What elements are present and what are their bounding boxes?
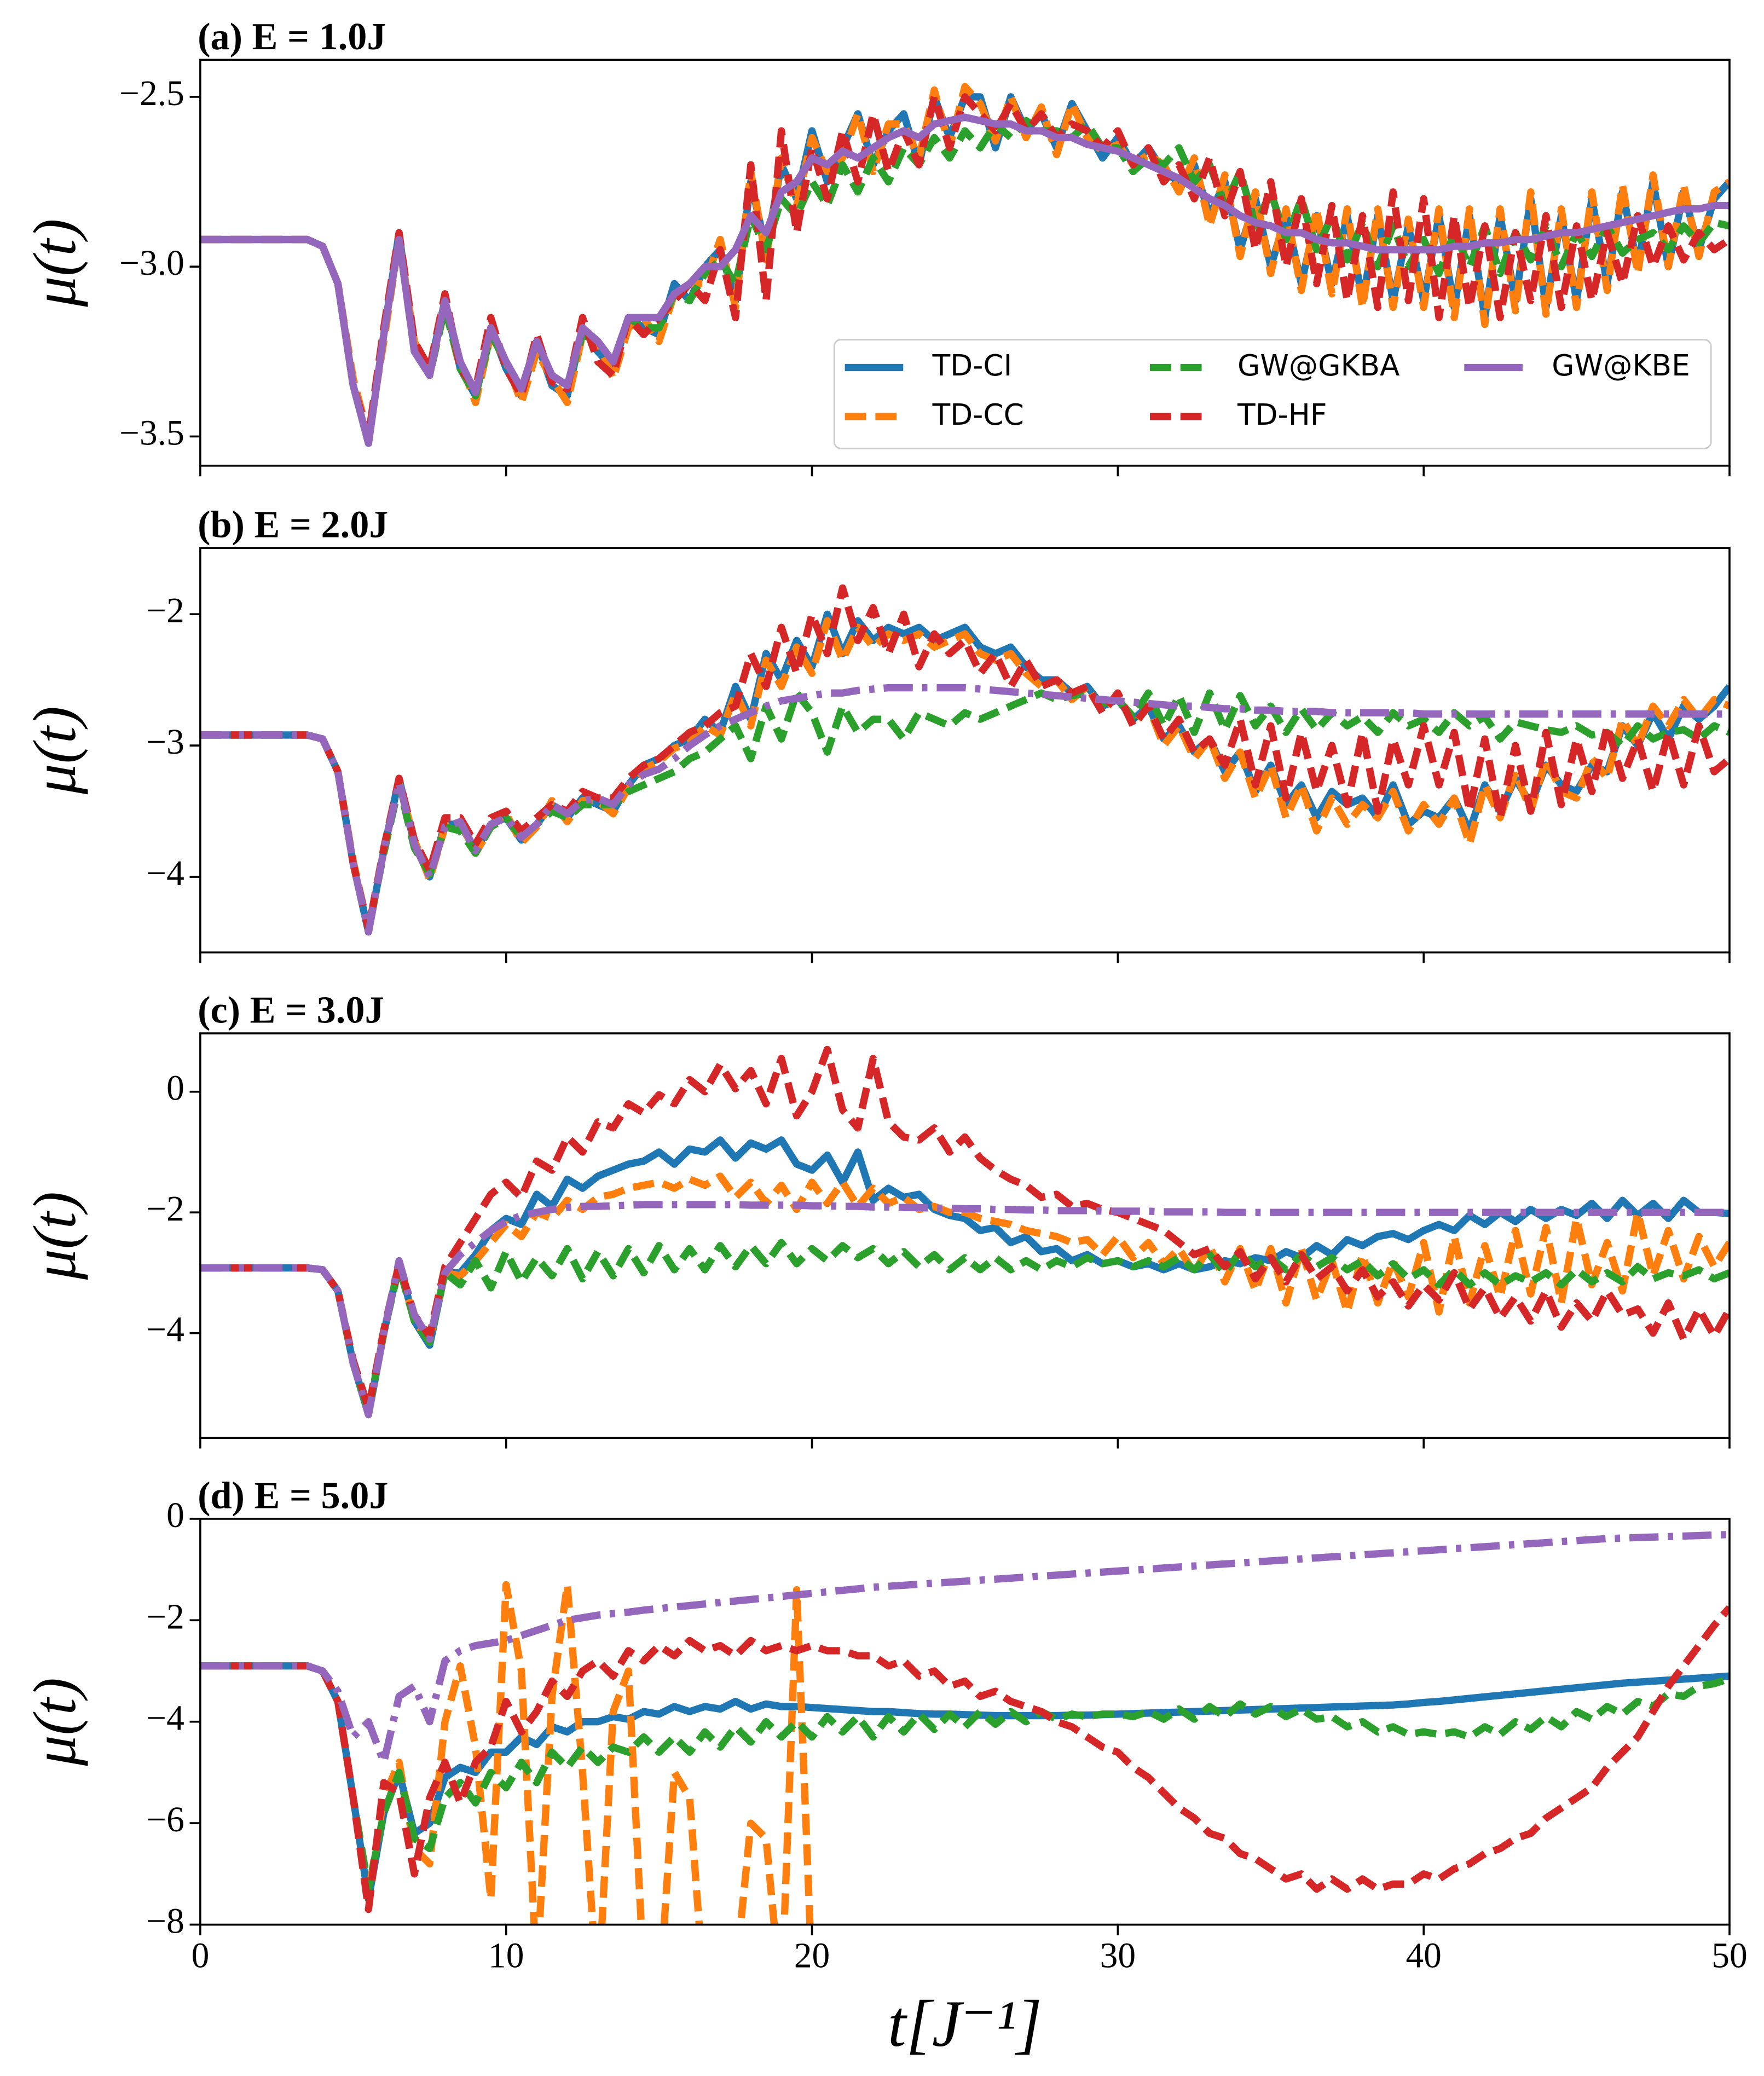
y-tick-label: −3.5: [119, 413, 184, 453]
x-axis-label: t[J⁻¹]: [888, 1987, 1042, 2061]
series-line: [200, 617, 1730, 933]
axes-frame: [199, 547, 1731, 954]
panel-title: (c) E = 3.0J: [198, 989, 384, 1032]
y-axis-label: μ(t): [21, 1192, 89, 1280]
series-line: [200, 1201, 1730, 1419]
legend-label: GW@KBE: [1552, 349, 1690, 383]
y-axis-label: μ(t): [21, 218, 89, 307]
series-line: [200, 1531, 1730, 1766]
x-tick-label: 0: [192, 1936, 210, 1976]
y-tick-label: −2.5: [119, 74, 184, 113]
x-tick-label: 20: [794, 1936, 830, 1976]
x-tick-label: 50: [1711, 1936, 1747, 1976]
y-tick-label: −4: [146, 1699, 184, 1738]
series-line: [200, 1605, 1730, 1913]
series-line: [200, 1045, 1730, 1413]
axes-frame: [199, 1518, 1731, 1926]
series-line: [200, 1136, 1730, 1419]
series-line: [200, 610, 1730, 936]
y-tick-label: −6: [146, 1800, 184, 1840]
axes-frame: [199, 59, 1731, 467]
y-tick-label: −8: [146, 1901, 184, 1941]
x-tick-label: 10: [488, 1936, 524, 1976]
y-tick-label: −2: [146, 591, 184, 631]
panel-title: (b) E = 2.0J: [198, 504, 388, 546]
series-line: [200, 113, 1730, 447]
panel-title: (d) E = 5.0J: [198, 1474, 388, 1517]
series-line: [200, 684, 1730, 936]
series-line: [200, 689, 1730, 933]
y-tick-label: 0: [166, 1069, 184, 1108]
series-line: [200, 1239, 1730, 1415]
axes-frame: [199, 1032, 1731, 1439]
series-line: [200, 1662, 1730, 1903]
legend: TD-CI TD-CC GW@GKBA TD-HF GW@KBE: [833, 339, 1712, 449]
legend-label: TD-CI: [932, 349, 1013, 383]
y-tick-label: −3.0: [119, 244, 184, 283]
y-tick-label: −4: [146, 1310, 184, 1350]
x-tick-label: 30: [1100, 1936, 1136, 1976]
legend-label: TD-HF: [1237, 398, 1327, 432]
y-tick-label: −2: [146, 1597, 184, 1636]
y-axis-label: μ(t): [21, 1678, 89, 1766]
series-line: [200, 1662, 1730, 1893]
y-tick-label: −4: [146, 854, 184, 893]
legend-label: TD-CC: [932, 398, 1024, 432]
y-axis-label: μ(t): [21, 706, 89, 795]
y-tick-label: 0: [166, 1496, 184, 1535]
legend-label: GW@GKBA: [1237, 349, 1400, 383]
y-tick-label: −2: [146, 1189, 184, 1229]
series-line: [200, 584, 1730, 933]
panel-title: (a) E = 1.0J: [198, 15, 386, 58]
y-tick-label: −3: [146, 722, 184, 762]
x-tick-label: 40: [1406, 1936, 1441, 1976]
